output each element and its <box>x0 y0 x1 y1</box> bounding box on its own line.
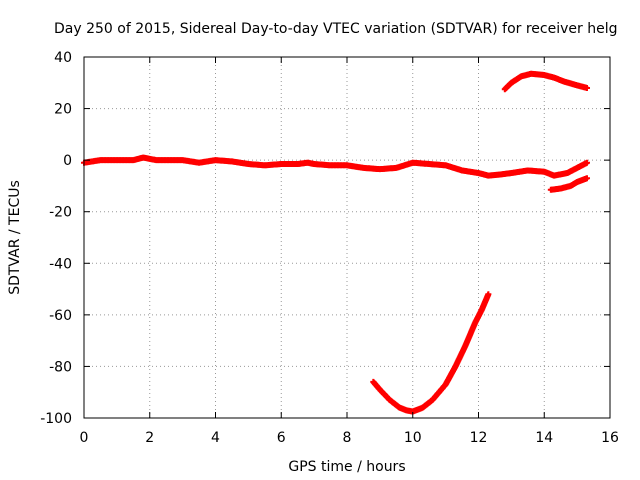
y-tick-label: -40 <box>49 256 72 272</box>
series-main-band <box>81 154 590 179</box>
x-tick-label: 16 <box>601 430 619 446</box>
x-axis-label: GPS time / hours <box>288 459 405 475</box>
y-tick-label: -100 <box>40 411 72 427</box>
x-tick-label: 14 <box>535 430 553 446</box>
x-tick-label: 0 <box>80 430 89 446</box>
x-tick-label: 4 <box>211 430 220 446</box>
series-upper-arc <box>501 70 590 93</box>
y-tick-label: -20 <box>49 205 72 221</box>
grid <box>84 57 610 418</box>
axes: 0 2 4 6 8 10 12 14 16 40 20 0 -20 -40 -60 -80 -100 <box>40 50 619 446</box>
data-point <box>583 175 590 182</box>
series-dip-curve <box>370 291 492 415</box>
x-tick-label: 8 <box>343 430 352 446</box>
series-lower-segment <box>547 175 590 193</box>
data-point <box>485 291 492 298</box>
y-tick-label: 0 <box>63 153 72 169</box>
x-tick-label: 10 <box>404 430 422 446</box>
data-point <box>583 159 590 166</box>
x-tick-label: 6 <box>277 430 286 446</box>
y-tick-label: -60 <box>49 308 72 324</box>
y-tick-label: 40 <box>54 50 72 66</box>
y-tick-label: -80 <box>49 359 72 375</box>
y-tick-label: 20 <box>54 102 72 118</box>
x-tick-label: 12 <box>470 430 488 446</box>
y-axis-label: SDTVAR / TECUs <box>7 180 23 295</box>
data-points <box>81 70 590 415</box>
data-point <box>583 84 590 91</box>
chart-title: Day 250 of 2015, Sidereal Day-to-day VTE… <box>54 21 617 37</box>
x-tick-label: 2 <box>145 430 154 446</box>
